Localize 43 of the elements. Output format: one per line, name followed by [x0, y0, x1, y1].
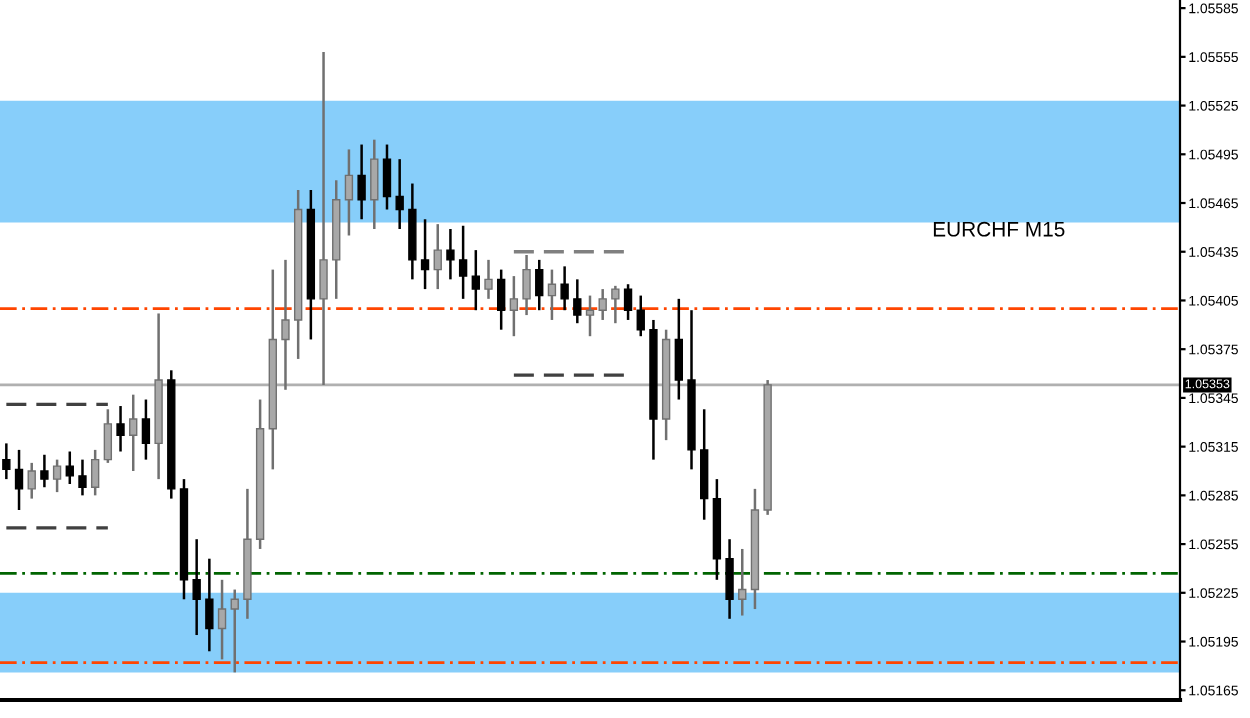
candlestick: [636, 294, 645, 338]
candlestick: [446, 227, 455, 281]
candlestick: [141, 398, 151, 461]
candlestick: [725, 537, 734, 621]
candlestick: [738, 547, 747, 617]
candlestick: [357, 143, 366, 221]
candlestick: [2, 442, 11, 481]
candlestick: [420, 218, 430, 291]
candlestick: [458, 224, 468, 301]
candlestick: [382, 143, 392, 211]
candlestick: [230, 588, 239, 674]
candlestick: [65, 450, 74, 486]
candlestick: [344, 148, 354, 237]
candlestick: [90, 448, 100, 497]
candlestick: [547, 268, 557, 322]
candlestick: [78, 458, 87, 497]
candlestick: [611, 284, 620, 325]
candlestick: [40, 453, 49, 489]
candlestick: [496, 268, 506, 331]
candlestick: [598, 287, 607, 322]
candlestick: [509, 274, 519, 338]
candlestick: [522, 253, 531, 317]
candlestick: [116, 404, 125, 453]
candlestick: [370, 138, 379, 231]
candlestick: [573, 278, 582, 325]
candlestick: [395, 157, 404, 231]
candlestick: [103, 408, 113, 465]
candlestick: [205, 557, 214, 653]
candlestick: [585, 294, 595, 338]
annotation: EURCHF M15: [933, 221, 1065, 237]
candlestick: [27, 461, 36, 500]
candlestick: [14, 448, 24, 512]
candlestick: [471, 248, 480, 312]
candlestick: [674, 297, 684, 401]
candlestick: [129, 393, 138, 473]
candlestick: [433, 222, 442, 291]
candlestick: [535, 258, 544, 312]
candlestick: [217, 578, 227, 661]
candlestick: [192, 537, 201, 637]
candlestick: [560, 265, 569, 312]
candlestick: [623, 282, 633, 322]
candlestick: [484, 258, 493, 301]
candlestick: [52, 458, 62, 494]
